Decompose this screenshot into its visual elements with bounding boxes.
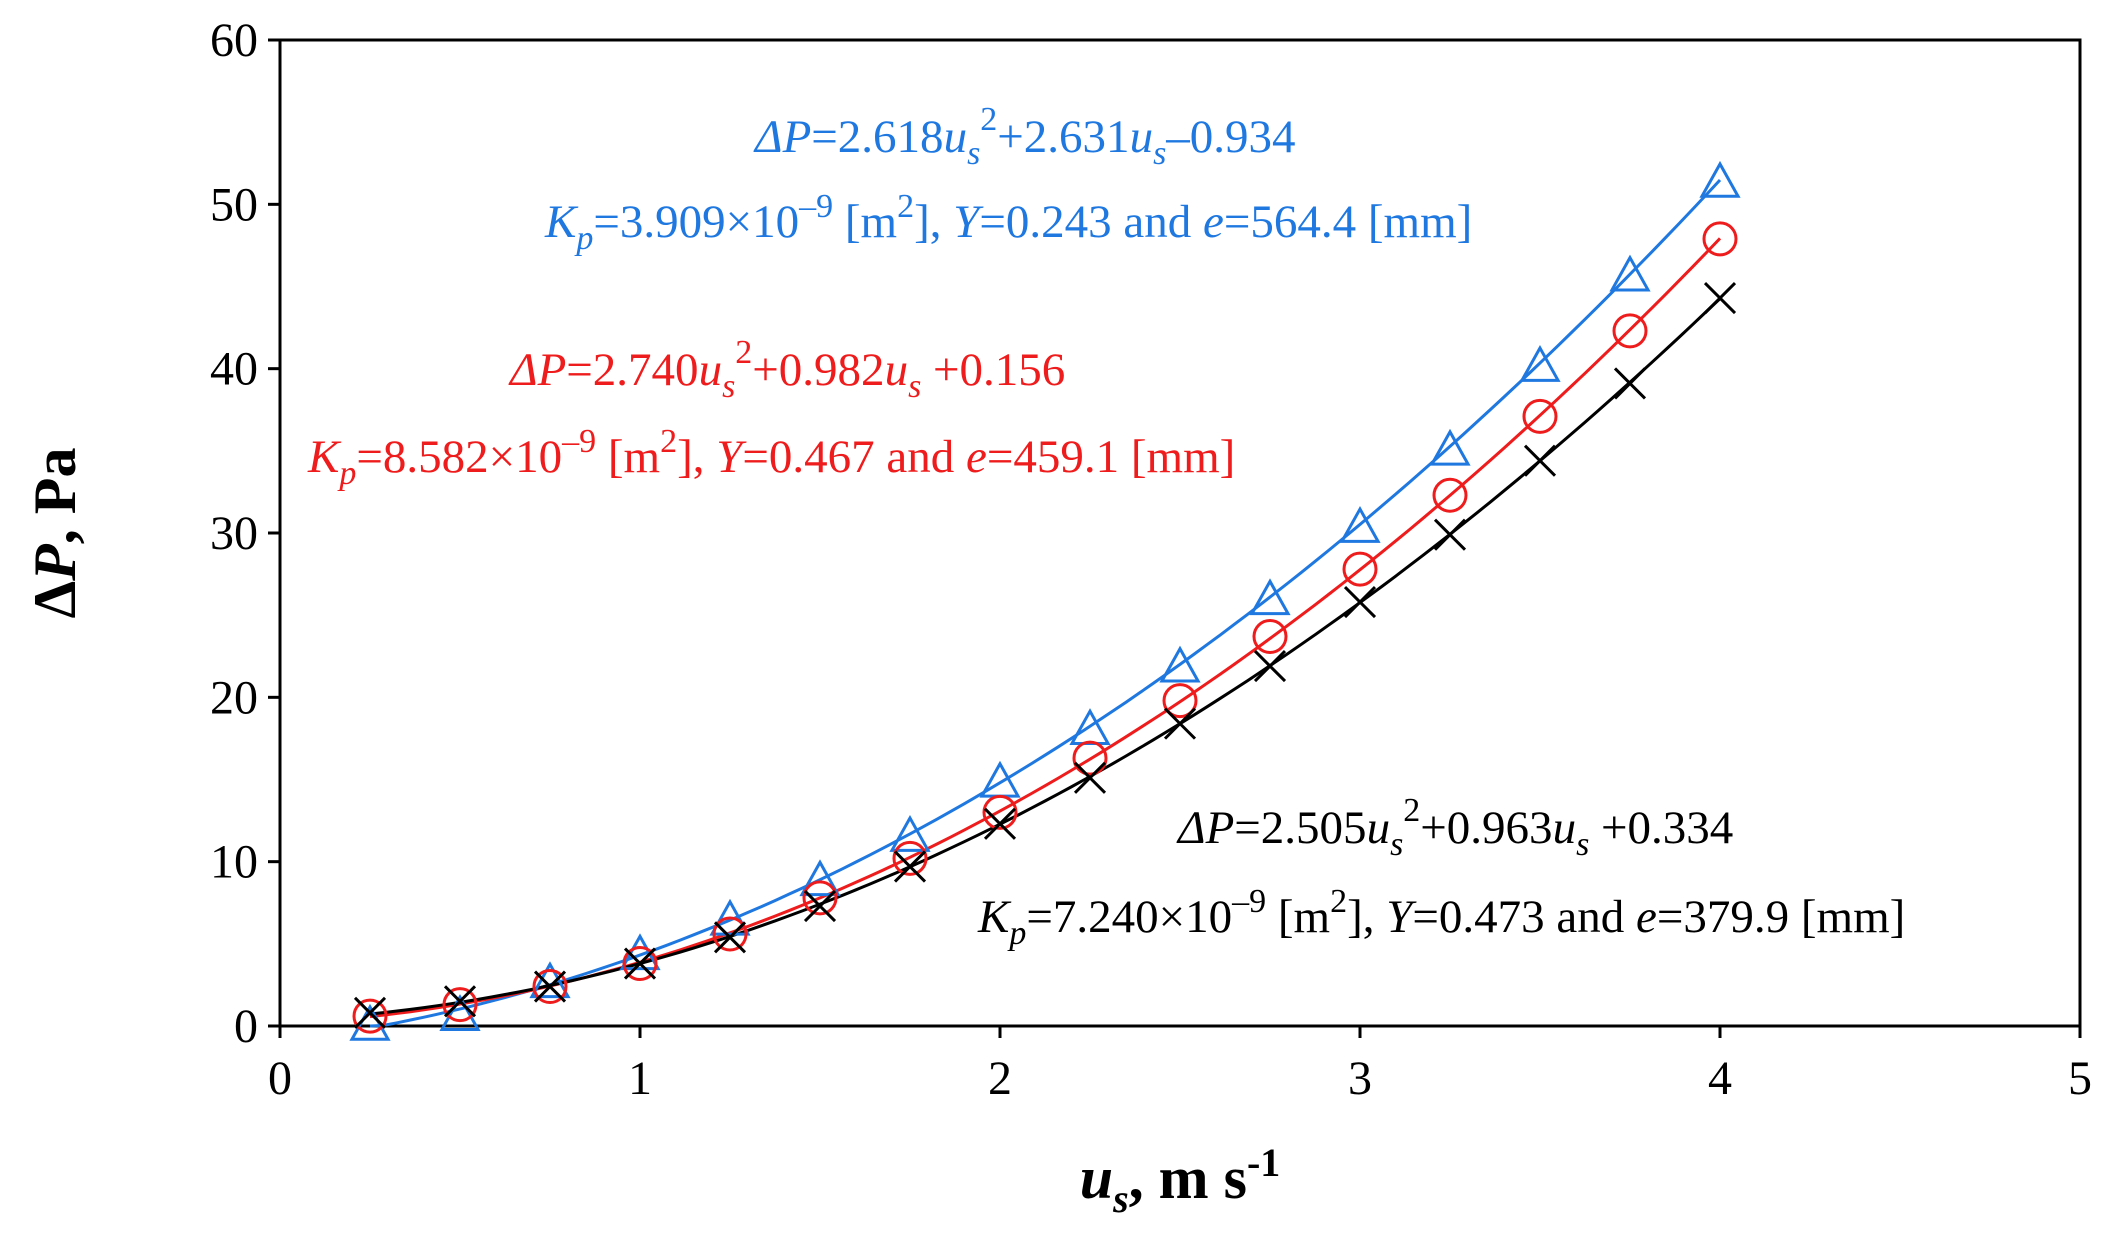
data-markers [349,160,1741,1041]
blue-annotation: ΔP=2.618us2+2.631us–0.934 Kp=3.909×10–9 … [544,101,1472,257]
black-point [1613,367,1647,400]
black-parameters: Kp=7.240×10–9 [m2], Y=0.473 and e=379.9 … [977,883,1905,952]
black-point [443,985,477,1018]
blue-point [439,994,481,1031]
red-point [802,880,838,916]
red-point [892,840,928,876]
red-point [1342,551,1378,587]
x-tick-label: 1 [628,1052,652,1105]
black-point [803,889,837,923]
black-point [533,970,567,1003]
blue-point [1339,505,1381,543]
black-fit-line [369,297,1722,1016]
red-point [712,916,748,952]
y-tick-label: 0 [234,1000,258,1053]
x-tick-label: 2 [988,1052,1012,1105]
blue-point [1519,344,1561,382]
black-point [623,947,657,980]
red-point [1522,398,1558,434]
black-point [1523,444,1557,477]
blue-point [1699,160,1741,198]
x-tick-label: 5 [2068,1052,2092,1105]
black-point [983,807,1017,840]
red-point [442,987,478,1023]
black-point [1163,707,1197,740]
fit-lines [369,178,1722,1028]
black-point [1343,585,1377,619]
red-point [1252,619,1288,655]
red-point [1432,477,1468,513]
black-point [1703,281,1737,315]
red-point [532,969,568,1005]
red-equation: ΔP=2.740us2+0.982us +0.156 [508,334,1065,405]
black-point [1073,761,1107,794]
x-tick-label: 0 [268,1052,292,1105]
red-point [1162,683,1198,719]
black-point [353,996,387,1029]
red-parameters: Kp=8.582×10–9 [m2], Y=0.467 and e=459.1 … [307,423,1235,492]
blue-point [709,898,751,936]
blue-point [1249,578,1291,616]
black-point [1433,518,1467,551]
y-tick-label: 30 [210,507,258,560]
black-point [893,850,927,883]
red-annotation: ΔP=2.740us2+0.982us +0.156 Kp=8.582×10–9… [307,334,1235,492]
y-tick-label: 10 [210,836,258,889]
y-tick-label: 60 [210,14,258,67]
red-point [1072,740,1108,776]
y-tick-label: 20 [210,671,258,724]
black-point [1253,650,1287,683]
y-tick-label: 50 [210,178,258,231]
blue-equation: ΔP=2.618us2+2.631us–0.934 [753,101,1296,172]
blue-point [889,814,931,852]
blue-point [799,859,841,897]
x-axis-title: us, m s-1 [1080,1140,1281,1221]
x-tick-label: 4 [1708,1052,1732,1105]
blue-fit-line [369,178,1722,1028]
y-tick-label: 40 [210,343,258,396]
red-point [622,946,658,982]
blue-point [1429,428,1471,466]
blue-point [529,961,571,999]
black-annotation: ΔP=2.505us2+0.963us +0.334 Kp=7.240×10–9… [977,792,1905,952]
red-point [1612,313,1648,349]
black-point [713,921,747,954]
red-point [352,998,388,1034]
red-point [1702,221,1738,257]
blue-point [1159,645,1201,683]
axis-ticks: 0 10 20 30 40 50 60 0 1 2 3 4 5 [210,14,2092,1105]
red-point [982,794,1018,830]
x-tick-label: 3 [1348,1052,1372,1105]
blue-point [1609,254,1651,292]
plot-area-frame [278,38,2082,1028]
black-equation: ΔP=2.505us2+0.963us +0.334 [1176,792,1733,863]
y-axis-title: ΔP, Pa [22,448,88,619]
blue-parameters: Kp=3.909×10–9 [m2], Y=0.243 and e=564.4 … [544,188,1472,257]
